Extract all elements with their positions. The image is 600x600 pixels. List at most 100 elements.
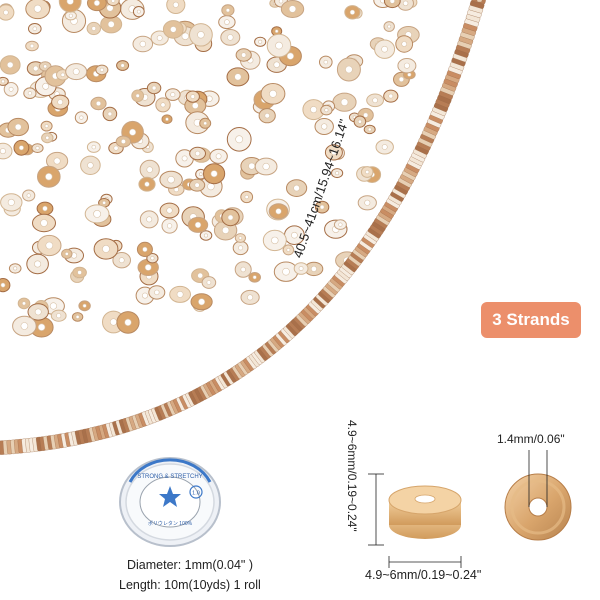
loose-bead [169,285,192,303]
loose-bead [146,253,159,264]
loose-bead [280,0,305,18]
loose-bead [226,67,250,87]
loose-bead [51,94,70,110]
loose-bead [61,248,73,259]
loose-bead [254,157,278,176]
loose-bead [161,114,173,124]
bead-height-label: 4.9~6mm/0.19~0.24" [345,420,359,532]
loose-bead [266,33,292,58]
loose-bead [304,261,324,277]
loose-bead [0,4,15,21]
loose-bead [353,115,367,128]
loose-bead [138,176,156,192]
loose-bead [254,36,267,47]
loose-bead [90,96,107,111]
loose-bead [221,208,240,227]
loose-bead [331,168,344,179]
loose-bead [248,272,261,283]
loose-bead [336,57,361,82]
loose-bead [155,97,171,113]
loose-bead [7,117,30,137]
loose-bead [148,285,166,300]
bead-width-label: 4.9~6mm/0.19~0.24" [365,568,482,582]
loose-bead [26,253,49,275]
loose-bead [36,201,54,216]
loose-bead [8,263,22,274]
strand-count-label: 3 Strands [492,310,570,329]
loose-bead [136,241,153,257]
loose-bead [314,200,330,214]
loose-bead [190,293,213,311]
loose-bead [374,39,396,59]
loose-bead [84,204,110,224]
loose-bead [189,178,206,192]
loose-bead [344,5,361,20]
loose-bead [166,0,186,14]
loose-bead [37,234,62,257]
loose-bead [273,261,299,282]
loose-bead [102,106,118,122]
loose-bead [324,144,343,161]
loose-bead [58,0,82,13]
loose-bead [383,0,401,9]
loose-bead [13,139,30,156]
loose-bead [86,141,101,153]
loose-bead [240,190,254,204]
loose-bead [165,88,181,101]
loose-bead [78,300,91,312]
loose-bead [357,195,377,211]
loose-bead [41,132,54,144]
loose-bead [86,21,102,36]
loose-bead [268,203,289,220]
loose-bead [185,90,200,103]
strand-bead [476,0,483,3]
loose-bead [115,135,132,148]
loose-bead [146,81,162,95]
loose-bead [17,297,31,310]
loose-bead [131,89,145,103]
loose-bead [3,82,19,97]
thread-diameter-label: Diameter: 1mm(0.04" ) [127,558,253,572]
bead-side-view [388,485,462,539]
loose-bead [240,289,260,305]
loose-bead [232,240,249,256]
loose-bead [106,0,120,7]
loose-bead [262,229,287,252]
loose-bead [37,165,61,188]
loose-bead [333,219,347,230]
loose-bead [0,55,21,75]
loose-bead [226,127,252,152]
loose-bead [395,35,414,53]
loose-bead [203,163,226,185]
loose-bead [271,26,283,37]
loose-bead [360,166,374,178]
loose-bead [187,216,209,233]
loose-bead [363,124,376,135]
loose-bead [71,312,84,322]
loose-bead [218,15,236,30]
loose-bead [199,230,213,241]
loose-bead [132,6,145,18]
loose-bead [72,266,87,279]
loose-bead [80,155,101,176]
loose-bead [162,20,184,39]
dimension-lines [368,450,548,568]
loose-bead [220,29,241,46]
loose-bead [209,148,228,164]
loose-bead [383,89,399,103]
loose-bead [116,311,140,334]
loose-bead [302,99,325,121]
spool-brand-text: STRONG & STRETCHY [137,474,202,480]
loose-bead [319,55,333,69]
thread-length-label: Length: 10m(10yds) 1 roll [119,578,261,592]
loose-bead [332,92,357,112]
loose-bead [161,218,178,234]
loose-bead [201,276,217,289]
loose-bead [87,0,107,12]
loose-bead [0,278,11,293]
loose-bead [0,76,9,86]
loose-bead [234,233,246,243]
loose-bead [50,309,67,322]
hole-size-label: 1.4mm/0.06" [497,432,565,446]
loose-bead [40,120,53,132]
